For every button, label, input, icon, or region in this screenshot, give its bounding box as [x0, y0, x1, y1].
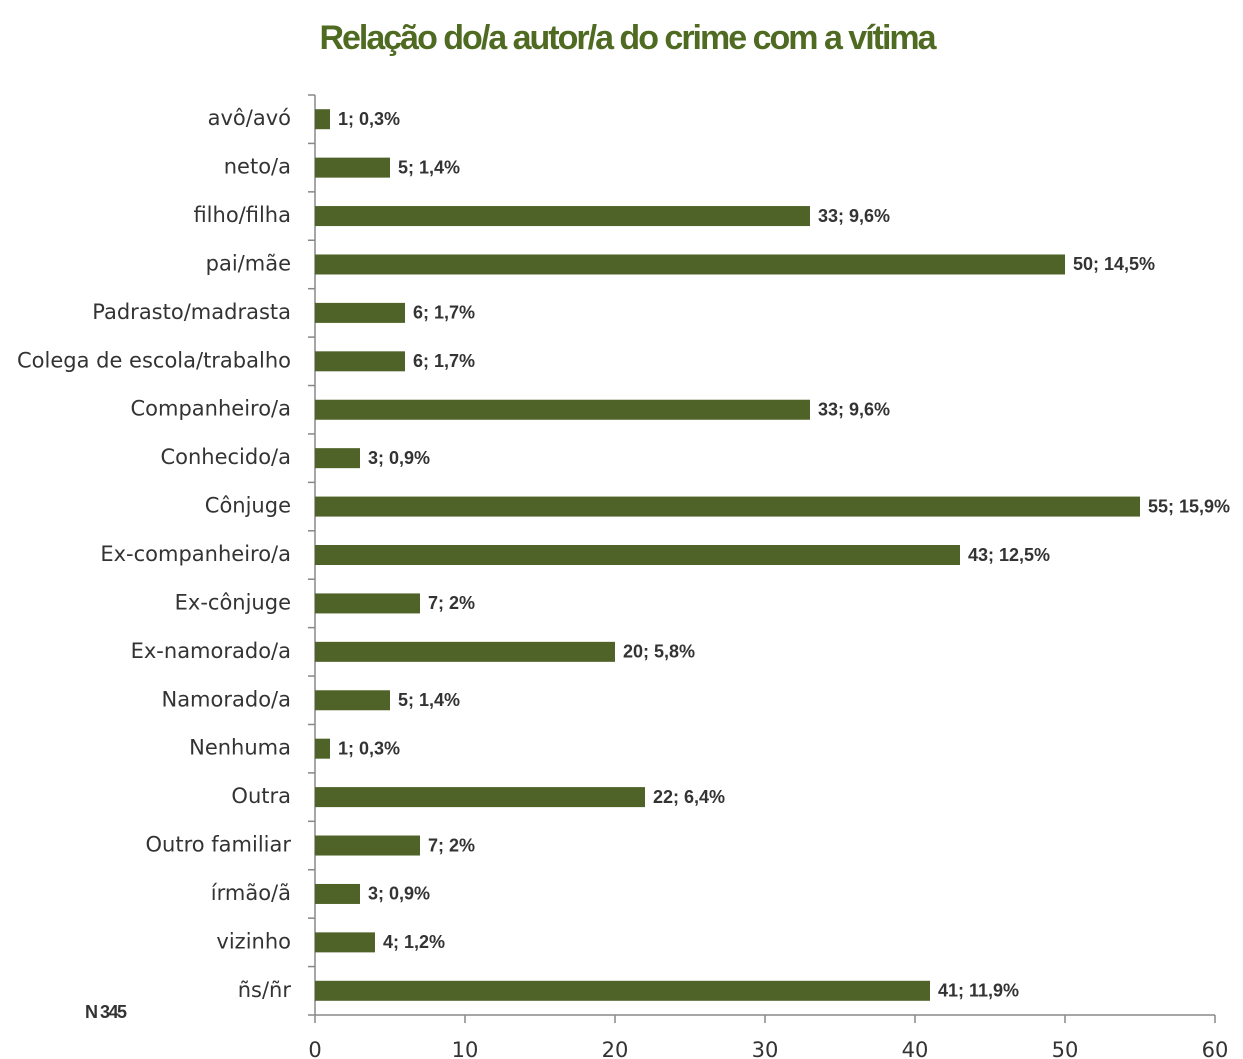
value-label: 55; 15,9% — [1148, 496, 1230, 516]
value-label: 6; 1,7% — [413, 303, 475, 323]
y-tick-label: Companheiro/a — [130, 397, 291, 421]
x-tick-label: 50 — [1052, 1038, 1079, 1059]
y-tick-label: filho/filha — [193, 203, 291, 227]
bar — [315, 157, 390, 178]
value-label: 4; 1,2% — [383, 932, 445, 952]
bar — [315, 835, 420, 856]
value-label: 33; 9,6% — [818, 206, 890, 226]
y-tick-label: Ex-companheiro/a — [100, 542, 291, 566]
value-label: 5; 1,4% — [398, 157, 460, 177]
bar — [315, 496, 1140, 517]
y-tick-label: avô/avó — [208, 106, 291, 130]
y-tick-label: Conhecido/a — [160, 445, 291, 469]
bar — [315, 399, 810, 420]
y-tick-label: ñs/ñr — [238, 978, 292, 1002]
value-label: 3; 0,9% — [368, 448, 430, 468]
value-label: 7; 2% — [428, 593, 475, 613]
x-tick-label: 20 — [602, 1038, 629, 1059]
y-tick-label: Cônjuge — [205, 494, 291, 518]
y-tick-label: Colega de escola/trabalho — [17, 348, 291, 372]
value-label: 50; 14,5% — [1073, 254, 1155, 274]
annotation: N 345 — [85, 1002, 127, 1022]
bar — [315, 109, 330, 130]
bar — [315, 351, 405, 372]
value-label: 43; 12,5% — [968, 545, 1050, 565]
value-label: 1; 0,3% — [338, 738, 400, 758]
chart-title: Relação do/a autor/a do crime com a víti… — [319, 19, 937, 57]
y-tick-label: pai/mãe — [206, 251, 291, 275]
y-tick-label: vizinho — [216, 929, 291, 953]
bar — [315, 932, 375, 953]
y-tick-label: írmão/ã — [211, 881, 291, 905]
value-label: 5; 1,4% — [398, 690, 460, 710]
bar — [315, 641, 615, 662]
value-label: 20; 5,8% — [623, 642, 695, 662]
x-tick-label: 40 — [902, 1038, 929, 1059]
bar — [315, 883, 360, 904]
x-tick-label: 10 — [452, 1038, 479, 1059]
y-tick-label: Outra — [231, 784, 291, 808]
bar — [315, 206, 810, 227]
value-label: 1; 0,3% — [338, 109, 400, 129]
y-tick-label: Nenhuma — [189, 736, 291, 760]
value-label: 33; 9,6% — [818, 399, 890, 419]
bar — [315, 448, 360, 469]
value-label: 41; 11,9% — [938, 981, 1019, 1001]
y-tick-label: Ex-namorado/a — [131, 639, 291, 663]
value-label: 7; 2% — [428, 835, 475, 855]
bar — [315, 302, 405, 323]
y-tick-label: Outro familiar — [146, 833, 292, 857]
bar — [315, 690, 390, 711]
bar — [315, 980, 930, 1001]
bar — [315, 593, 420, 614]
y-tick-label: neto/a — [224, 155, 291, 179]
bar — [315, 254, 1065, 275]
bar — [315, 545, 960, 565]
x-tick-label: 60 — [1202, 1038, 1229, 1059]
bar — [315, 787, 645, 808]
value-label: 3; 0,9% — [368, 884, 430, 904]
y-tick-label: Padrasto/madrasta — [92, 300, 291, 324]
y-tick-label: Ex-cônjuge — [175, 590, 291, 614]
y-tick-label: Namorado/a — [161, 687, 291, 711]
bar — [315, 738, 330, 759]
x-tick-label: 0 — [308, 1038, 321, 1059]
x-tick-label: 30 — [752, 1038, 779, 1059]
value-label: 22; 6,4% — [653, 787, 725, 807]
value-label: 6; 1,7% — [413, 351, 475, 371]
